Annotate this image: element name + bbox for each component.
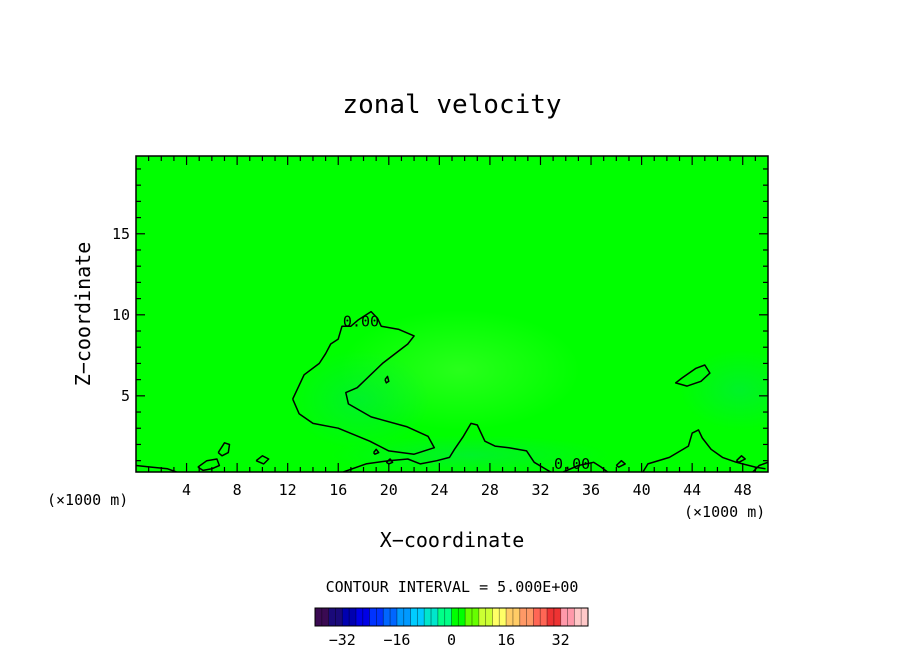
contour-line-10	[735, 455, 746, 464]
colorbar-swatch	[328, 608, 343, 626]
x-tick-label: 32	[531, 481, 549, 499]
colorbar-swatch	[478, 608, 493, 626]
x-tick-label: 20	[380, 481, 398, 499]
colorbar-tick-labels: −32 −16 0 16 32	[329, 631, 570, 649]
x-axis-ticks: 4 8 12 16 20 24 28 32 36 40 44 48	[148, 156, 756, 499]
contour-label-0: 0.00	[343, 312, 379, 330]
y-axis-label: Z−coordinate	[71, 242, 95, 387]
contour-line-0	[292, 310, 436, 455]
contour-line-13	[385, 458, 394, 465]
chart-title: zonal velocity	[342, 90, 561, 120]
colorbar-swatch	[369, 608, 384, 626]
field-shade-low	[290, 350, 430, 450]
x-axis-label: X−coordinate	[380, 528, 525, 552]
x-unit-left: (×1000 m)	[47, 491, 128, 509]
x-unit-right: (×1000 m)	[684, 503, 765, 521]
x-tick-label: 8	[233, 481, 242, 499]
contour-line-4	[674, 364, 711, 387]
x-tick-label: 48	[734, 481, 752, 499]
x-tick-label: 4	[182, 481, 191, 499]
x-tick-label: 16	[329, 481, 347, 499]
colorbar-swatch	[506, 608, 521, 626]
field-shade-right	[680, 350, 768, 430]
x-tick-label: 12	[279, 481, 297, 499]
x-tick-label: 24	[430, 481, 448, 499]
colorbar	[314, 608, 589, 626]
contour-line-8	[255, 455, 270, 465]
contour-line-1	[343, 422, 551, 472]
colorbar-swatch	[424, 608, 439, 626]
contour-line-7	[217, 442, 231, 457]
contour-line-5	[136, 464, 177, 472]
contour-label-1: 0.00	[554, 455, 590, 473]
contour-labels: 0.00 0.00	[343, 312, 590, 473]
colorbar-frame	[314, 607, 589, 627]
contour-line-9	[615, 459, 626, 468]
colorbar-swatch	[315, 608, 329, 626]
contour-line-12	[373, 448, 380, 455]
y-tick-label: 5	[121, 387, 130, 405]
colorbar-swatch	[451, 608, 466, 626]
colorbar-swatch	[492, 608, 507, 626]
colorbar-swatch	[410, 608, 425, 626]
colorbar-tick-label: 32	[552, 631, 570, 649]
x-tick-label: 44	[683, 481, 701, 499]
y-axis-ticks: 5 10 15	[112, 168, 768, 462]
colorbar-tick-label: 0	[447, 631, 456, 649]
x-tick-label: 36	[582, 481, 600, 499]
field-shade-bottom	[330, 435, 610, 472]
colorbar-swatch	[383, 608, 398, 626]
colorbar-tick-label: −16	[383, 631, 410, 649]
colorbar-swatch	[519, 608, 534, 626]
colorbar-swatch	[574, 608, 589, 626]
colorbar-swatch	[533, 608, 548, 626]
colorbar-swatch	[342, 608, 357, 626]
colorbar-swatch	[560, 608, 575, 626]
colorbar-swatch	[437, 608, 452, 626]
colorbar-swatch	[355, 608, 370, 626]
contour-interval-label: CONTOUR INTERVAL = 5.000E+00	[326, 578, 579, 596]
colorbar-swatch	[547, 608, 561, 626]
velocity-field: 0.00 0.00	[136, 156, 768, 473]
y-tick-label: 10	[112, 306, 130, 324]
colorbar-tick-label: 16	[497, 631, 515, 649]
contour-line-6	[197, 458, 221, 472]
x-tick-label: 28	[481, 481, 499, 499]
colorbar-tick-label: −32	[329, 631, 356, 649]
contour-line-14	[384, 375, 390, 384]
x-tick-label: 40	[633, 481, 651, 499]
y-tick-label: 15	[112, 225, 130, 243]
contour-line-3	[642, 429, 766, 472]
colorbar-swatch	[465, 608, 480, 626]
colorbar-swatch	[396, 608, 411, 626]
